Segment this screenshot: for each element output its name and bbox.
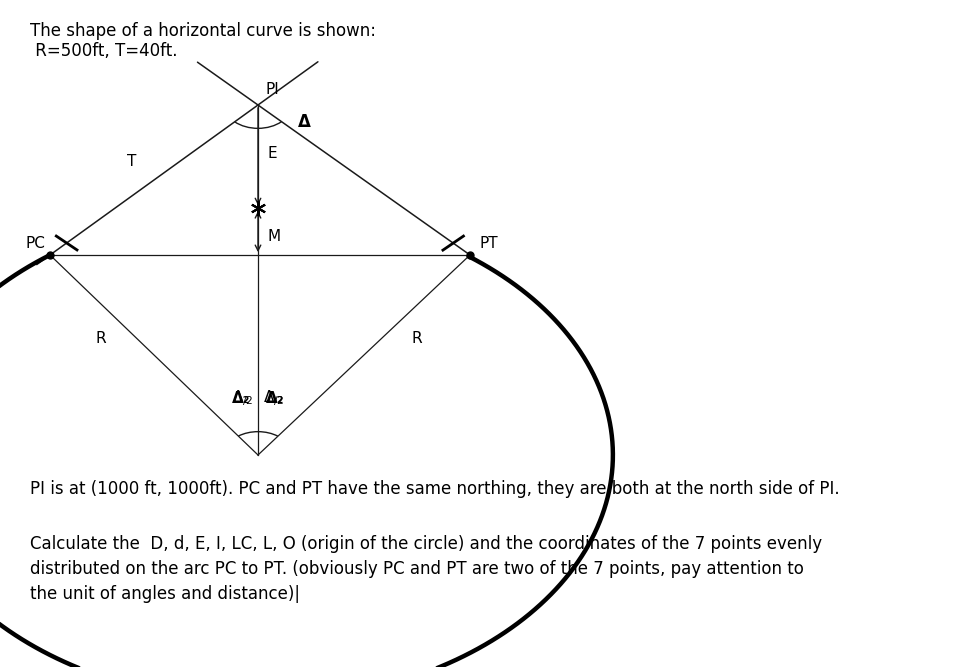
Text: Δ₂: Δ₂ (232, 391, 250, 406)
Text: PI: PI (266, 82, 279, 97)
Text: E: E (268, 146, 277, 161)
Text: PC: PC (25, 236, 45, 251)
Text: R: R (96, 331, 106, 346)
Text: $\Delta_{/2}$: $\Delta_{/2}$ (232, 388, 253, 408)
Text: R: R (411, 331, 422, 346)
Text: Δ₂: Δ₂ (266, 391, 284, 406)
Text: Calculate the  D, d, E, I, LC, L, O (origin of the circle) and the coordinates o: Calculate the D, d, E, I, LC, L, O (orig… (30, 535, 822, 603)
Text: T: T (127, 155, 136, 169)
Text: PT: PT (480, 236, 499, 251)
Text: PI is at (1000 ft, 1000ft). PC and PT have the same northing, they are both at t: PI is at (1000 ft, 1000ft). PC and PT ha… (30, 480, 840, 498)
Text: The shape of a horizontal curve is shown:: The shape of a horizontal curve is shown… (30, 22, 376, 40)
Text: M: M (268, 229, 281, 244)
Text: R=500ft, T=40ft.: R=500ft, T=40ft. (30, 42, 177, 60)
Text: Δ: Δ (298, 113, 311, 131)
Text: $\Delta_{/2}$: $\Delta_{/2}$ (263, 388, 284, 408)
